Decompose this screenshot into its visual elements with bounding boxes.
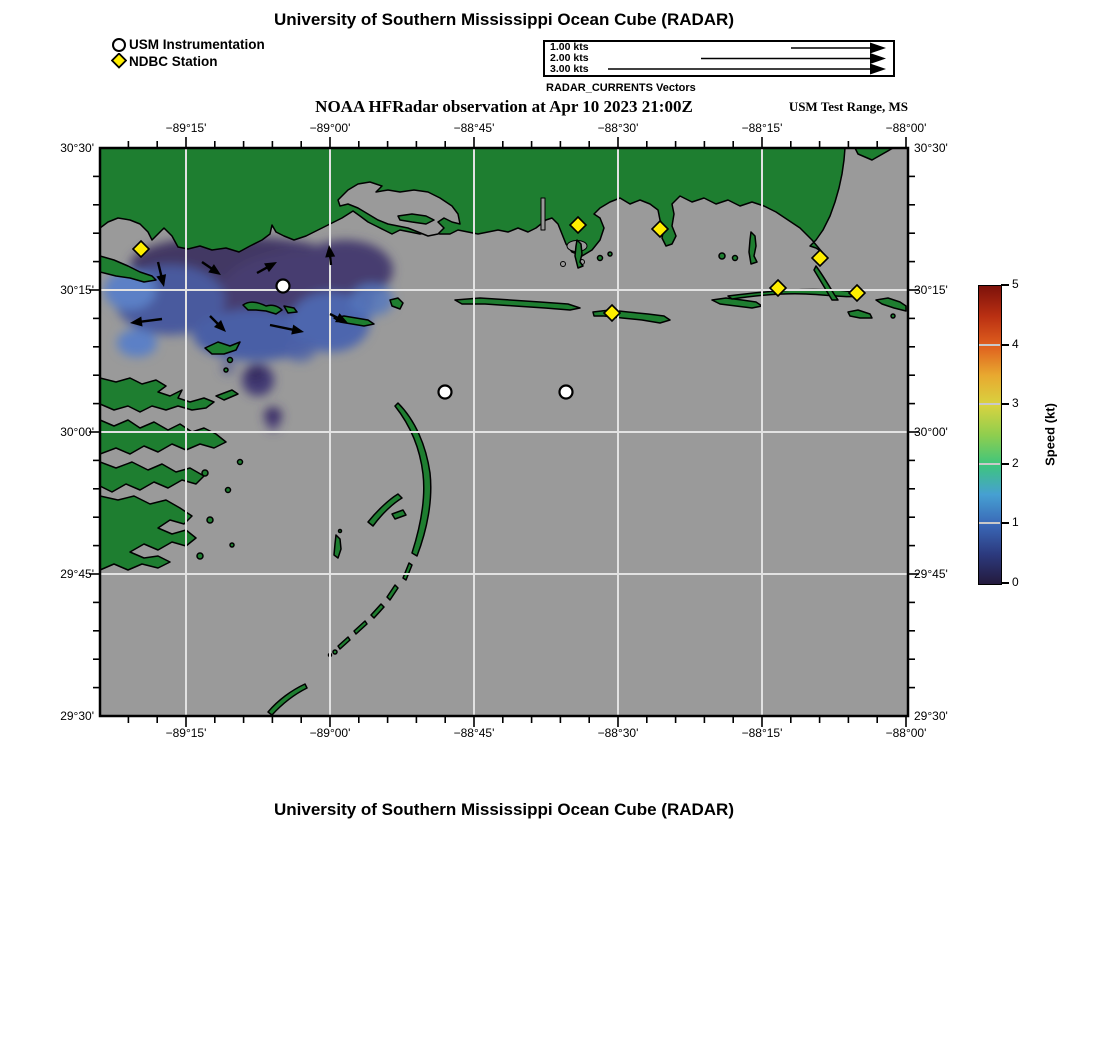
lon-label-top-1: −89°00' [309,121,351,135]
lat-label-right-3: 29°45' [914,567,948,581]
lat-label-left-1: 30°15' [60,283,94,297]
vector-scale-arrows [608,42,886,75]
lon-label-top-5: −88°00' [885,121,927,135]
vector-scale-box: 1.00 kts 2.00 kts 3.00 kts [543,40,895,77]
footer-title: University of Southern Mississippi Ocean… [273,800,734,819]
vector-scale-1kt-label: 1.00 kts [550,41,589,53]
colorbar-tick [1001,284,1009,286]
lat-label-right-1: 30°15' [914,283,948,297]
usm-instrument-marker [275,278,291,294]
axis-ticks [89,137,919,727]
ndbc-station-marker [602,303,622,323]
usm-instrument-marker [558,384,574,400]
observation-subtitle: NOAA HFRadar observation at Apr 10 2023 … [315,97,693,116]
current-vector-arrows [130,245,348,335]
lat-label-right-2: 30°00' [914,425,948,439]
legend-ndbc-label: NDBC Station [129,54,218,69]
colorbar-tick [1001,462,1009,465]
colorbar-tick-label-5: 5 [1012,277,1019,291]
radar-speed-field [104,237,394,431]
colorbar-tick-label-0: 0 [1012,575,1019,589]
ndbc-station-marker [568,215,588,235]
vector-legend-caption: RADAR_CURRENTS Vectors [546,82,696,94]
ndbc-station-marker [847,283,867,303]
colorbar-tick-label-2: 2 [1012,455,1019,470]
lon-label-top-0: −89°15' [165,121,207,135]
lon-label-bottom-2: −88°45' [453,726,495,740]
graticule-gridlines [100,148,908,716]
ndbc-station-marker [650,219,670,239]
colorbar-gridline [979,522,1000,525]
lon-label-bottom-1: −89°00' [309,726,351,740]
lon-label-top-3: −88°30' [597,121,639,135]
page-title: University of Southern Mississippi Ocean… [273,10,734,29]
lon-label-bottom-5: −88°00' [885,726,927,740]
vector-scale-2kt-label: 2.00 kts [550,52,589,64]
usm-instrument-marker [437,384,453,400]
colorbar-tick [1001,343,1009,346]
station-markers [131,215,867,400]
vector-scale-3kt-label: 3.00 kts [550,63,589,75]
colorbar-gridline [979,403,1000,406]
colorbar-tick [1001,582,1009,584]
colorbar-tick-label-3: 3 [1012,396,1019,411]
legend-row-ndbc: NDBC Station [111,53,311,69]
lon-label-top-4: −88°15' [741,121,783,135]
lon-label-bottom-4: −88°15' [741,726,783,740]
lon-label-top-2: −88°45' [453,121,495,135]
lon-label-bottom-0: −89°15' [165,726,207,740]
lat-label-left-3: 29°45' [60,567,94,581]
map-frame [98,146,910,718]
ndbc-station-marker [810,248,830,268]
legend-row-usm: USM Instrumentation [111,37,311,53]
lon-label-bottom-3: −88°30' [597,726,639,740]
land-coastline [100,148,907,716]
lat-label-left-4: 29°30' [60,709,94,723]
legend-usm-label: USM Instrumentation [129,37,265,52]
colorbar-tick-label-1: 1 [1012,515,1019,530]
colorbar-tick [1001,403,1009,406]
colorbar-title: Speed (kt) [1042,403,1058,466]
colorbar-tick-label-4: 4 [1012,336,1019,351]
station-legend: USM Instrumentation NDBC Station [111,37,311,69]
colorbar-gridline [979,343,1000,346]
lat-label-right-0: 30°30' [914,141,948,155]
ndbc-diamond-icon [111,53,127,69]
lat-label-left-2: 30°00' [60,425,94,439]
ndbc-station-marker [131,239,151,259]
map-canvas [89,137,919,727]
ndbc-station-marker [768,278,788,298]
test-range-label: USM Test Range, MS [788,99,908,114]
lat-label-left-0: 30°30' [60,141,94,155]
lat-label-right-4: 29°30' [914,709,948,723]
colorbar-tick [1001,522,1009,525]
colorbar-gridline [979,462,1000,465]
usm-circle-icon [112,38,126,52]
colorbar [978,285,1002,585]
